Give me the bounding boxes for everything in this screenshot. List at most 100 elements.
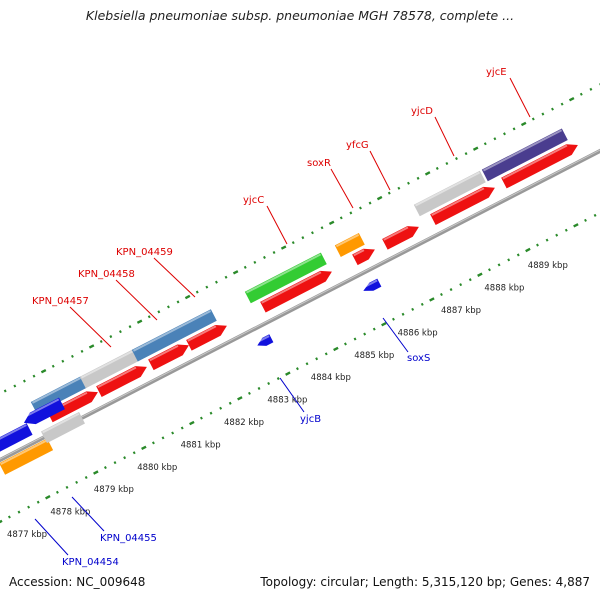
upper-tick [13,384,17,388]
lower-tick [381,321,387,327]
reverse-gene-label: KPN_04454 [62,557,119,568]
cds-arrow [186,324,227,351]
upper-tick [243,265,247,269]
gene-bar-shine [482,129,563,172]
cds-arrow [47,391,98,423]
lower-tick [593,213,597,217]
gene-bar-shine [42,412,80,434]
scale-label: 4879 kbp [94,485,134,495]
lower-tick [372,327,376,331]
upper-tick [118,330,122,334]
reverse-gene-shine [362,279,378,289]
gene-bar-shine [335,233,360,248]
cds-arrow [382,226,419,250]
gene-bar [481,128,568,182]
lower-tick [237,396,243,401]
upper-tick [280,245,287,250]
gene-bar-shine [132,310,212,352]
lower-tick [123,456,127,460]
upper-tick [455,157,458,161]
gene-bar-shine [414,171,481,207]
cds-arrow-shine [261,271,322,304]
scale-label: 4877 kbp [7,530,47,540]
lower-tick [171,431,175,435]
lower-tick [344,342,347,346]
gene-bar [244,252,327,304]
gene-bar [41,411,85,444]
lower-tick [545,238,549,242]
cds-arrow [352,248,375,266]
scale-label: 4886 kbp [398,328,438,338]
lower-tick [189,420,195,426]
upper-tick [311,231,314,235]
leader-line [279,377,305,413]
scale-label: 4885 kbp [354,351,394,361]
upper-tick [349,211,353,215]
upper-tick [320,226,324,230]
lower-tick [440,292,443,297]
upper-tick [99,339,103,344]
forward-gene-label: yjcC [243,195,264,206]
gene-bar [413,170,486,217]
cds-arrow-shine [187,325,217,342]
genome-summary: Topology: circular; Length: 5,315,120 bp… [260,575,590,589]
lower-tick [296,367,299,371]
cds-arrow-shine [431,187,485,217]
leader-line [434,116,455,157]
gene-bar-shine [0,439,48,466]
lower-tick [584,218,587,222]
upper-tick [589,87,593,91]
gene-bar-shine [80,350,134,379]
upper-tick [147,315,151,319]
upper-tick [416,176,420,180]
forward-gene-label: yjcD [411,106,433,117]
upper-tick [435,166,439,170]
scale-label: 4880 kbp [137,463,177,473]
upper-tick [88,344,95,349]
forward-gene-label: KPN_04459 [116,247,173,258]
lower-tick [36,500,40,504]
reverse-gene-shine [256,335,270,344]
forward-gene-label: yjcE [486,67,507,78]
map-title: Klebsiella pneumoniae subsp. pneumoniae … [85,8,515,23]
cds-arrow [148,344,189,371]
gene-bar [30,376,87,414]
lower-tick [411,307,415,311]
upper-tick [61,359,65,363]
upper-tick [80,349,84,353]
lower-tick [199,416,203,420]
upper-tick [387,191,391,195]
lower-tick [305,362,309,366]
upper-tick [424,171,431,176]
cds-arrow-shine [97,366,137,389]
upper-tick [397,186,401,190]
leader-line [153,257,196,298]
lower-tick [285,371,291,376]
lower-tick [151,441,155,445]
gene-bar [131,309,217,362]
upper-tick [493,137,497,141]
lower-tick [65,485,69,489]
leader-line [266,205,288,245]
upper-tick [224,275,228,279]
lower-tick [555,233,559,237]
gene-bar-shine [31,377,82,404]
gene-bar [23,397,65,425]
lower-tick [420,302,424,306]
cds-arrow [430,186,495,225]
lower-tick [0,519,3,524]
lower-tick [429,297,435,302]
lower-tick [477,272,483,277]
cds-arrow-shine [353,249,365,257]
lower-tick [75,480,79,484]
scale-label: 4878 kbp [50,508,90,518]
lower-tick [488,268,491,272]
scale-label: 4881 kbp [181,440,221,450]
upper-tick [157,310,161,314]
lower-tick [564,228,568,232]
upper-tick [541,112,545,116]
forward-gene-label: KPN_04458 [78,269,135,280]
lower-tick [113,461,117,465]
